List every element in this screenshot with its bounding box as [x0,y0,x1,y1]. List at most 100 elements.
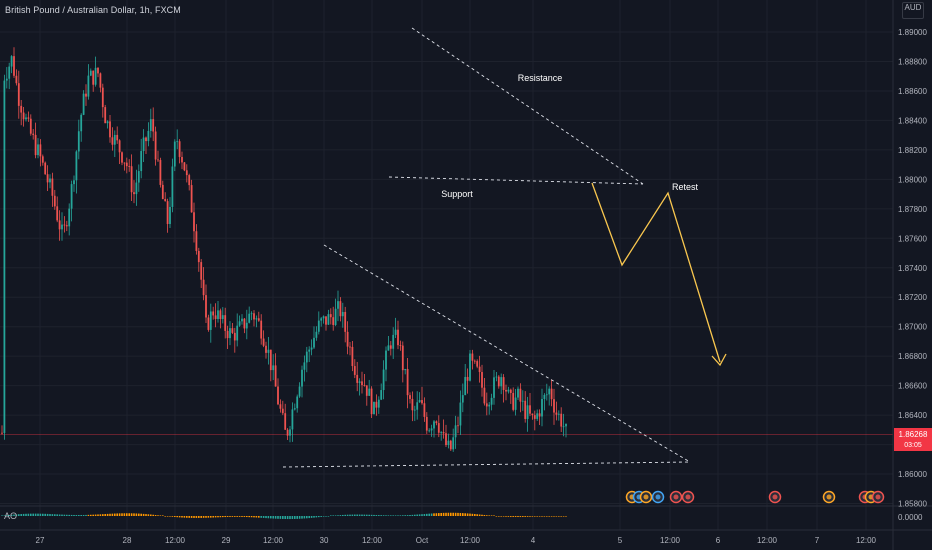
price-tick-label: 1.85800 [898,500,927,509]
ao-bar [462,513,464,516]
ao-bar [3,515,6,516]
candle-body [505,389,507,392]
candle-body [257,318,260,321]
drawings[interactable] [282,27,727,468]
candle-body [173,141,176,167]
ao-bar [171,516,174,517]
ao-bar [54,514,56,516]
ao-bar [387,515,390,516]
symbol-title[interactable]: British Pound / Australian Dollar, 1h, F… [5,5,181,15]
price-tick-label: 1.87400 [898,264,927,273]
ao-bar [366,514,368,516]
candle-body [188,175,191,186]
ao-bar [133,513,135,516]
time-tick-label: 29 [222,536,231,545]
candle-body [147,130,150,142]
candle-body [344,311,347,332]
ao-bar [73,514,75,516]
ao-bar [315,516,318,518]
price-tick-label: 1.86400 [898,411,927,420]
candle-body [209,311,212,330]
ao-bar [195,516,198,518]
ao-bar [565,516,567,517]
ao-bar [49,514,51,516]
ao-bar [373,514,375,516]
candle-body [269,349,272,371]
ao-bar [541,516,543,517]
candle-body [339,301,342,317]
candle-body [229,328,231,339]
ao-bar [505,516,507,517]
time-tick-label: 12:00 [856,536,877,545]
candle-body [109,121,111,138]
candle-body [250,313,253,315]
candle-body [214,315,217,319]
price-tick-label: 1.86800 [898,352,927,361]
candle-body [137,171,140,183]
candle-body [53,195,56,207]
candle-body [425,416,428,431]
candle-body [553,399,555,413]
ao-bar [397,515,399,516]
candle-body [253,313,255,320]
ao-bar [25,513,27,516]
ao-bar [270,516,272,519]
event-flag-icon [685,494,691,500]
ao-bar [8,515,10,516]
candle-body [176,141,179,143]
ao-bar [282,516,284,519]
ao-bar [97,514,99,516]
ao-bar [106,513,109,516]
candle-body [401,345,404,371]
time-tick-label: 12:00 [460,536,481,545]
time-tick-label: 12:00 [263,536,284,545]
candle-body [130,166,133,193]
ao-bar [421,514,423,516]
ao-bar [176,516,178,518]
ao-bar [66,514,68,516]
ao-bar [56,514,58,516]
ao-bar [390,515,392,516]
candle-body [449,440,452,450]
candle-body [512,392,515,410]
candle-body [238,321,241,326]
candle-body [541,399,543,417]
candle-body [399,345,402,346]
ao-bar [164,516,166,517]
ao-bar [20,514,22,516]
candle-body [142,137,145,152]
candle-body [406,368,409,396]
ao-bar [272,516,274,519]
ao-bar [375,515,378,516]
candle-body [140,151,143,172]
candle-body [22,112,25,120]
event-markers[interactable] [625,490,885,504]
candle-body [452,437,455,450]
ao-bar [555,516,558,517]
candle-body [533,415,536,419]
candle-body [181,156,183,163]
candle-body [46,174,49,183]
candle-body [337,301,339,309]
candle-body [44,162,47,175]
ao-bar [301,516,303,519]
candle-body [32,133,35,135]
candle-body [92,70,95,85]
candle-body [190,185,193,213]
ao-bar [310,516,313,518]
ao-bar [78,515,80,516]
candle-body [94,67,97,85]
candle-body [58,220,61,230]
currency-selector[interactable]: AUD [902,2,924,19]
candle-body [289,429,291,436]
indicator-name[interactable]: AO [4,511,18,521]
candle-body [73,180,75,185]
candle-body [97,67,99,74]
candle-body [341,311,344,317]
time-axis[interactable]: 27 28 12:00 29 12:00 30 12:00 Oct 12:00 4 5 12:00 6 1… [36,536,877,545]
ao-bar [543,516,546,517]
ao-bar [130,513,133,516]
